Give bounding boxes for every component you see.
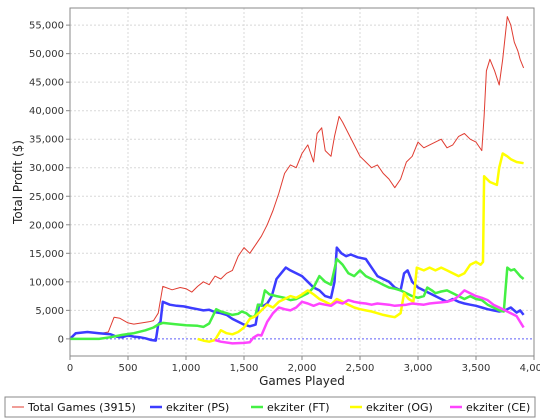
x-axis-ticks: 0 500 1,000 1,500 2,000 2,500 3,000 3,500 4,000 [67,356,540,374]
y-axis-ticks: 0 5,000 10,000 15,000 20,000 25,000 30,000 35,0… [29,21,70,345]
x-tick-label-6: 3,000 [404,363,433,374]
y-tick-label-2: 10,000 [29,277,64,288]
series-line-0 [69,16,525,340]
y-tick-label-0: 0 [58,334,64,345]
legend: Total Games (3915) ekziter (PS) ekziter (F… [4,396,536,418]
y-tick-label-11: 55,000 [29,21,64,32]
y-tick-label-4: 20,000 [29,220,64,231]
y-tick-label-5: 25,000 [29,192,64,203]
legend-box [4,396,536,418]
legend-label-0: Total Games (3915) [27,401,136,414]
series-line-3 [197,152,524,343]
x-tick-label-3: 1,500 [230,363,259,374]
legend-label-4: ekziter (CE) [466,401,530,414]
y-tick-label-7: 35,000 [29,135,64,146]
x-tick-label-0: 0 [67,363,73,374]
x-tick-label-2: 1,000 [172,363,201,374]
y-tick-label-10: 50,000 [29,49,64,60]
x-tick-label-5: 2,500 [346,363,375,374]
y-tick-label-9: 45,000 [29,78,64,89]
y-tick-label-1: 5,000 [35,306,64,317]
legend-label-2: ekziter (FT) [267,401,330,414]
series-line-2 [70,257,525,341]
x-tick-label-7: 3,500 [462,363,491,374]
y-tick-label-3: 15,000 [29,249,64,260]
series-line-4 [214,289,525,345]
x-tick-label-4: 2,000 [288,363,317,374]
x-tick-label-1: 500 [118,363,137,374]
y-tick-label-6: 30,000 [29,163,64,174]
legend-label-3: ekziter (OG) [366,401,433,414]
series-lines [69,16,525,345]
x-tick-label-8: 4,000 [520,363,540,374]
y-tick-label-8: 40,000 [29,106,64,117]
legend-label-1: ekziter (PS) [166,401,229,414]
x-axis-label: Games Played [259,374,345,388]
y-axis-label: Total Profit ($) [11,140,25,225]
